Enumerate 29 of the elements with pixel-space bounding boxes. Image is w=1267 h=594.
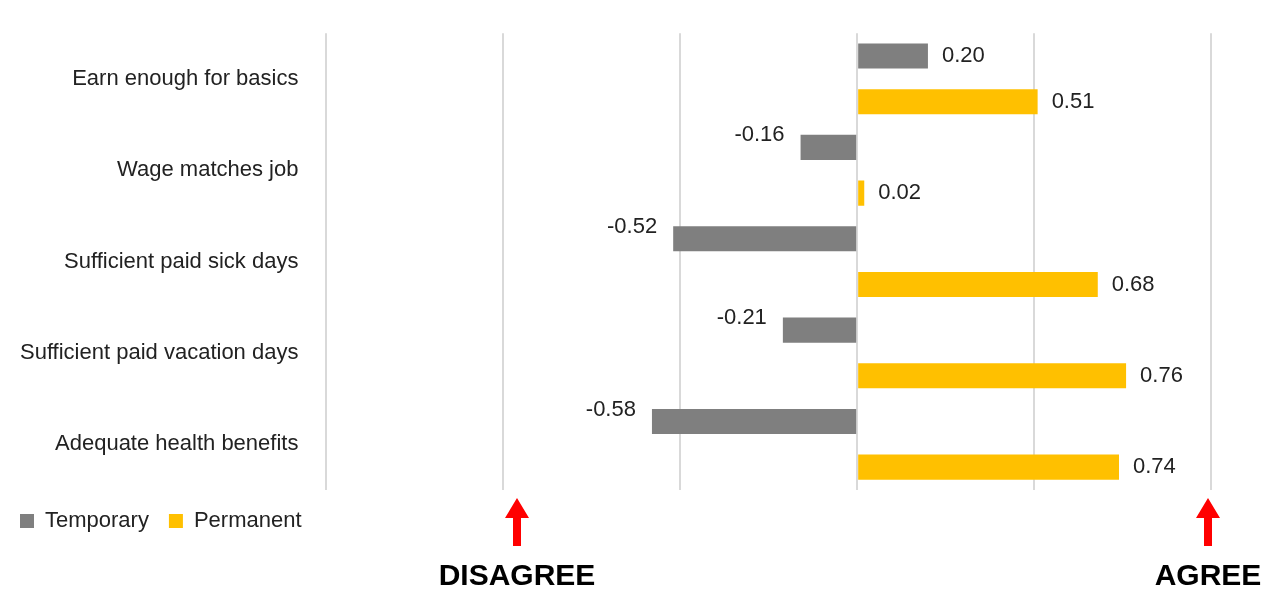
legend-label: Permanent xyxy=(193,507,302,533)
text: AGREE xyxy=(1154,558,1262,592)
bar xyxy=(858,43,928,69)
data-label: -0.58 xyxy=(585,395,636,421)
bar xyxy=(651,408,857,435)
y-tick-label: Wage matches job xyxy=(117,156,299,182)
y-tick-label: Adequate health benefits xyxy=(55,430,299,456)
data-label: 0.51 xyxy=(1051,87,1095,113)
data-label: 0.02 xyxy=(878,179,922,205)
bar xyxy=(858,363,1127,389)
text: DISAGREE xyxy=(438,558,596,592)
bar xyxy=(858,89,1038,115)
y-tick-label: Sufficient paid sick days xyxy=(64,247,299,273)
data-label: 0.74 xyxy=(1133,453,1176,479)
legend-label: Temporary xyxy=(45,507,149,533)
y-tick-label: Earn enough for basics xyxy=(72,64,299,90)
data-label: -0.52 xyxy=(607,212,658,238)
bar xyxy=(858,180,865,206)
data-label: 0.76 xyxy=(1140,361,1183,387)
data-label: -0.21 xyxy=(716,304,767,330)
bar xyxy=(782,317,857,343)
data-label: 0.68 xyxy=(1111,270,1155,296)
bar xyxy=(858,454,1120,480)
bar xyxy=(858,271,1098,297)
bar xyxy=(800,134,857,160)
data-label: 0.20 xyxy=(941,42,985,68)
y-tick-label: Sufficient paid vacation days xyxy=(20,339,299,365)
data-label: -0.16 xyxy=(734,121,785,147)
bar xyxy=(673,226,857,252)
